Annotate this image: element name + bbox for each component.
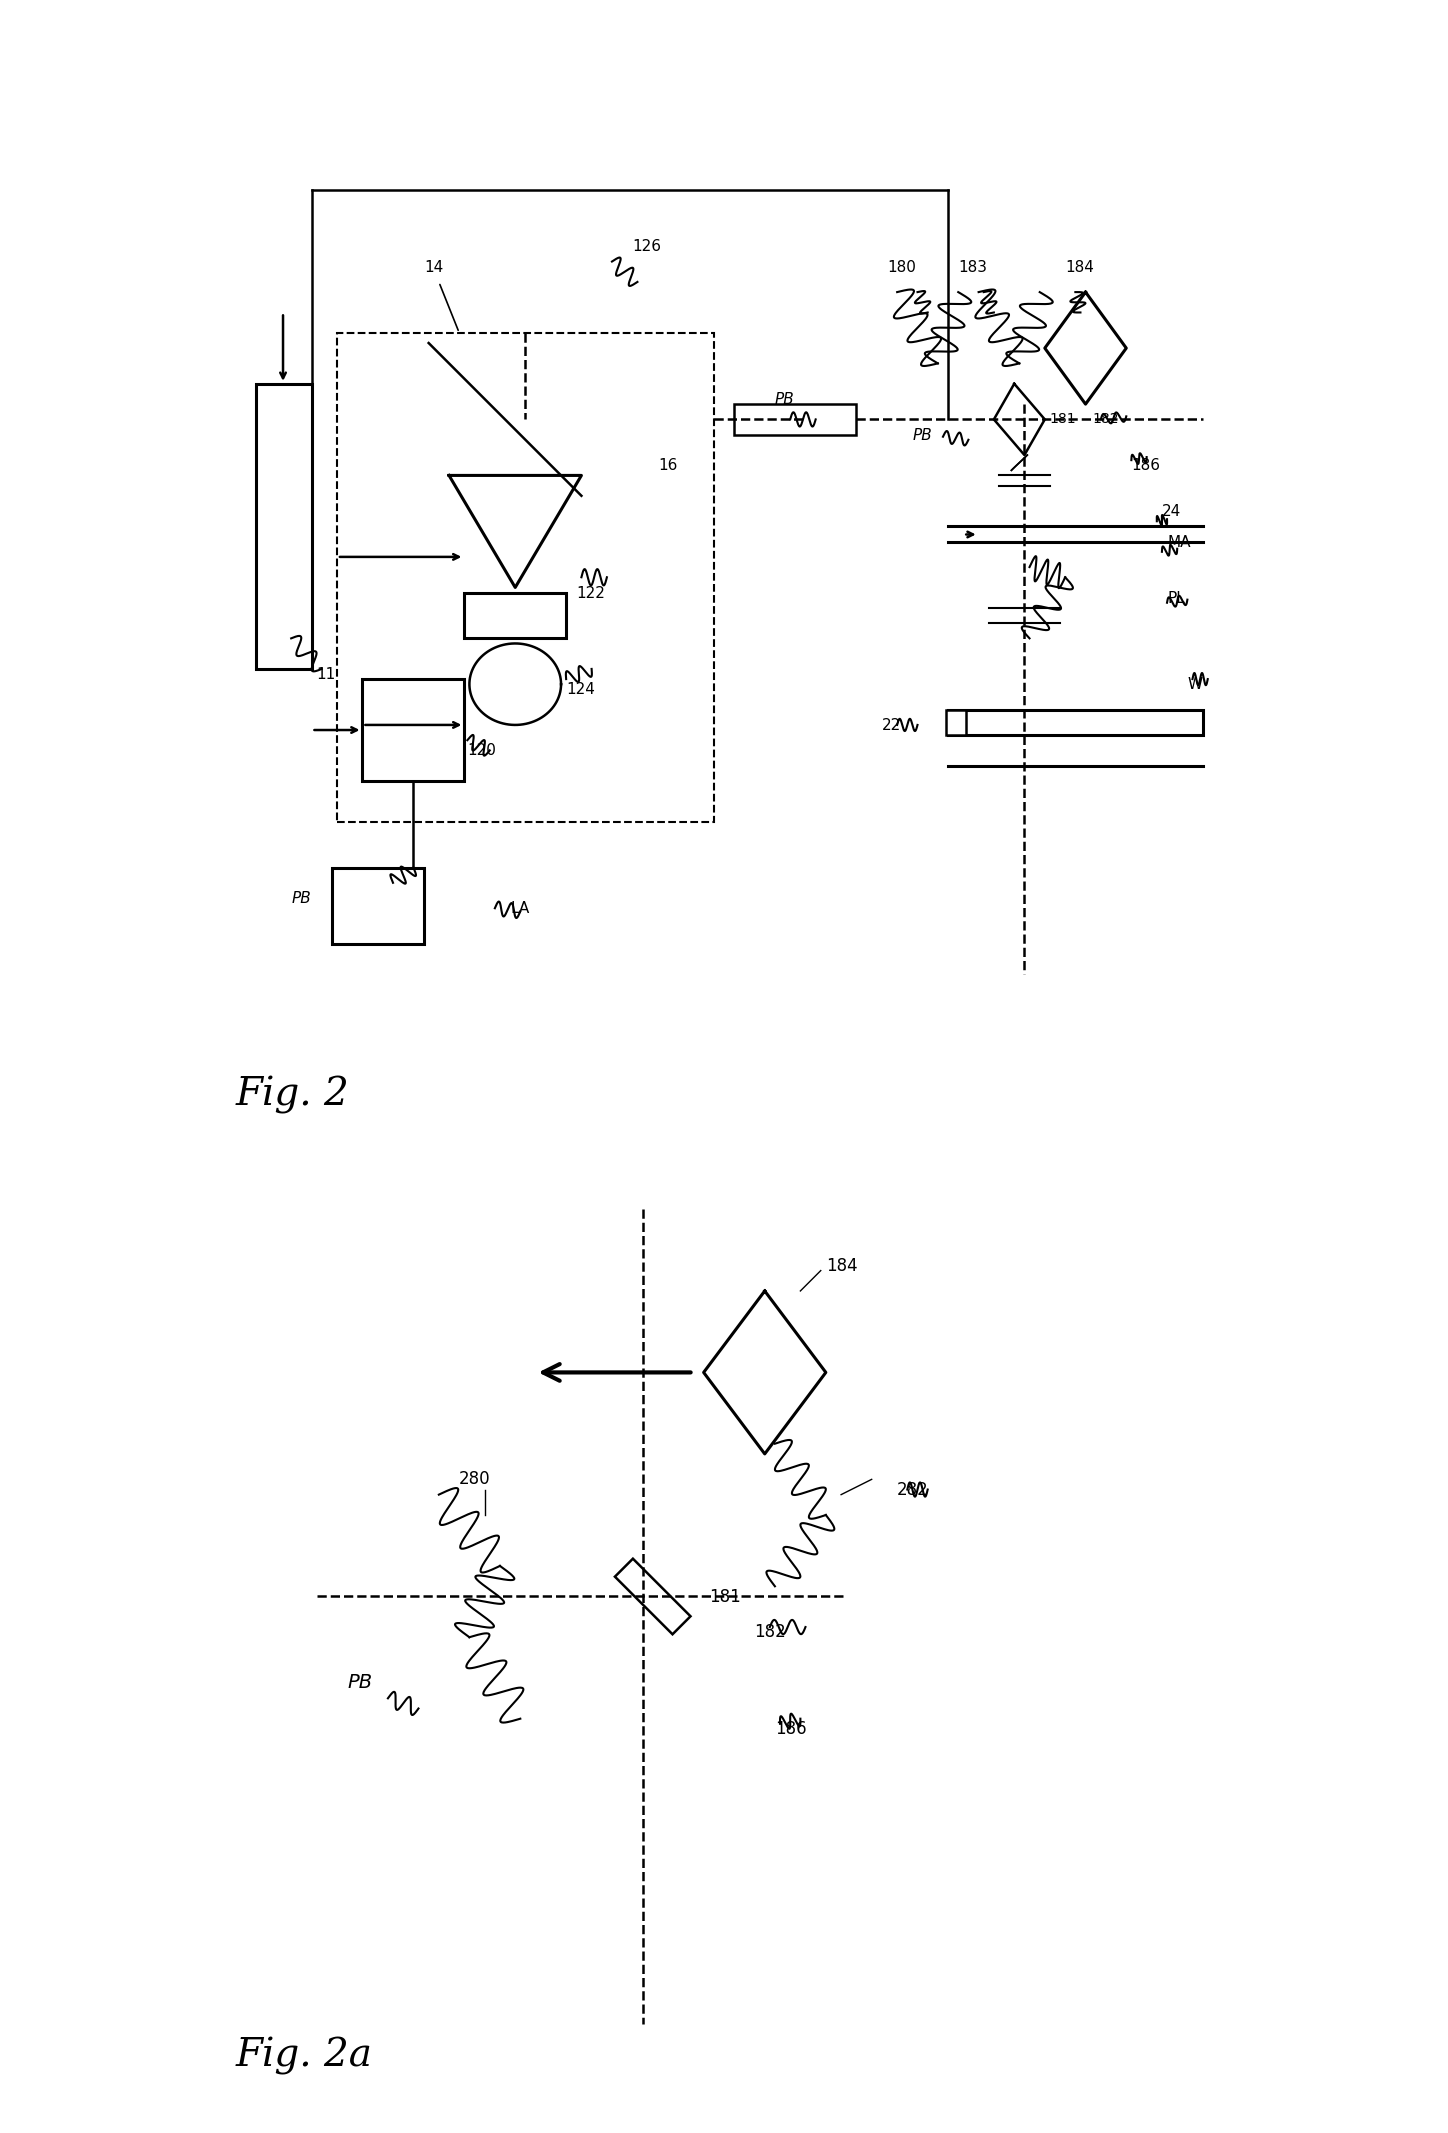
Text: 24: 24 bbox=[1161, 503, 1182, 518]
Text: 280: 280 bbox=[459, 1470, 491, 1489]
Text: 282: 282 bbox=[898, 1480, 928, 1499]
Bar bbox=[337, 333, 714, 821]
Text: 16: 16 bbox=[659, 459, 678, 474]
Bar bbox=[465, 593, 566, 638]
Text: Fig. 2: Fig. 2 bbox=[235, 1077, 349, 1113]
Text: 186: 186 bbox=[1131, 459, 1160, 474]
Text: 181: 181 bbox=[708, 1587, 740, 1606]
Text: PL: PL bbox=[1167, 591, 1184, 606]
Text: 124: 124 bbox=[566, 683, 595, 697]
Text: LA: LA bbox=[510, 902, 530, 917]
Text: 126: 126 bbox=[633, 239, 662, 254]
Text: Fig. 2a: Fig. 2a bbox=[235, 2037, 372, 2075]
Text: PB: PB bbox=[291, 892, 311, 907]
Text: 11: 11 bbox=[317, 668, 336, 683]
Text: 183: 183 bbox=[959, 260, 988, 275]
Bar bbox=[255, 384, 311, 670]
Text: 122: 122 bbox=[576, 587, 605, 602]
Polygon shape bbox=[615, 1559, 691, 1634]
Text: MA: MA bbox=[1167, 535, 1190, 550]
Bar bbox=[362, 678, 465, 781]
Bar bbox=[332, 868, 424, 945]
Text: 22: 22 bbox=[882, 719, 901, 734]
Text: 182: 182 bbox=[1093, 412, 1119, 427]
Text: 184: 184 bbox=[1066, 260, 1095, 275]
Text: 181: 181 bbox=[1050, 412, 1076, 427]
Bar bbox=[948, 710, 1203, 736]
Text: 14: 14 bbox=[424, 260, 443, 275]
Text: PB: PB bbox=[348, 1672, 372, 1691]
Text: 182: 182 bbox=[754, 1623, 786, 1640]
Text: 180: 180 bbox=[888, 260, 915, 275]
Text: W: W bbox=[1187, 678, 1202, 693]
Text: 120: 120 bbox=[468, 744, 497, 759]
Bar bbox=[946, 710, 966, 736]
Text: 184: 184 bbox=[825, 1256, 857, 1276]
Bar bbox=[734, 403, 856, 435]
Text: 186: 186 bbox=[775, 1719, 807, 1738]
Text: PB: PB bbox=[775, 392, 795, 407]
Text: PB: PB bbox=[912, 429, 933, 444]
